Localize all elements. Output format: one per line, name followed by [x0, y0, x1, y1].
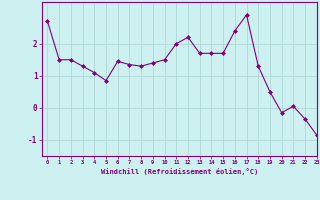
X-axis label: Windchill (Refroidissement éolien,°C): Windchill (Refroidissement éolien,°C) — [100, 168, 258, 175]
